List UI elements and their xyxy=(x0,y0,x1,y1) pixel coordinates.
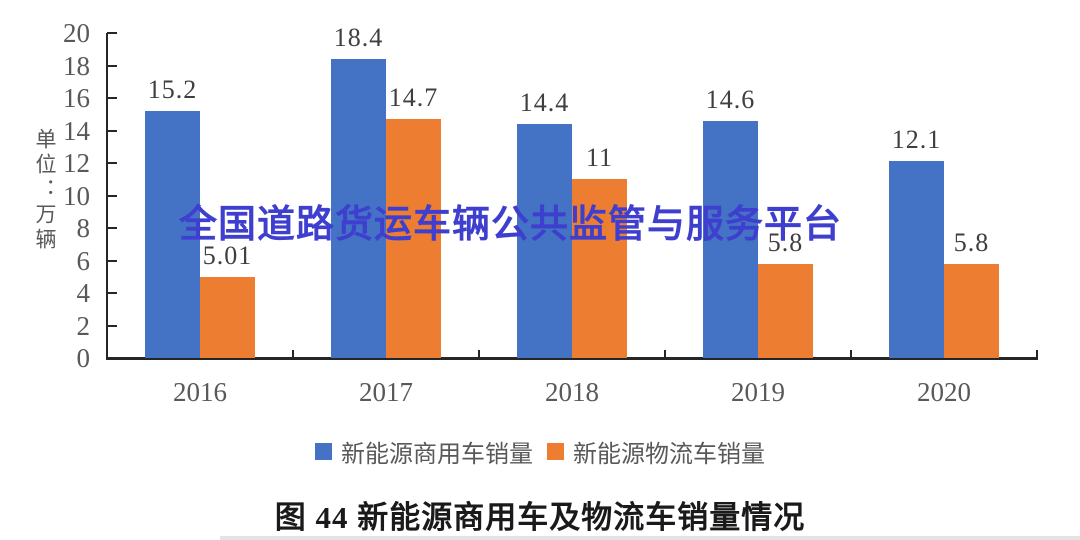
y-tick-label: 6 xyxy=(76,245,91,276)
legend-item: 新能源物流车销量 xyxy=(547,434,765,469)
x-tick-mark xyxy=(664,350,666,358)
x-category-label: 2017 xyxy=(359,377,413,407)
y-tick-label: 20 xyxy=(63,18,90,48)
y-tick-label: 18 xyxy=(63,50,90,81)
y-tick-mark xyxy=(107,162,117,164)
x-tick-mark xyxy=(1036,350,1038,358)
bar-value-label: 15.2 xyxy=(147,75,198,104)
bar-2020-series-1 xyxy=(944,263,999,358)
bar-value-label: 5.8 xyxy=(953,227,990,257)
bar-value-label: 11 xyxy=(585,143,614,173)
bottom-strip xyxy=(220,536,1080,540)
y-tick-mark xyxy=(107,97,117,99)
legend: 新能源商用车销量 新能源物流车销量 xyxy=(0,434,1080,469)
legend-swatch xyxy=(547,443,564,460)
y-tick-mark xyxy=(107,32,117,34)
y-tick-label: 12 xyxy=(63,148,90,178)
bar-2019-series-0 xyxy=(703,120,758,358)
y-tick-mark xyxy=(107,259,117,262)
bar-2020-series-0 xyxy=(889,161,944,358)
y-tick-label: 0 xyxy=(76,343,91,373)
y-tick-mark xyxy=(107,227,117,229)
bar-2017-series-0 xyxy=(331,59,386,358)
x-tick-mark xyxy=(850,350,852,358)
y-tick-mark xyxy=(107,194,117,197)
bar-value-label: 14.6 xyxy=(705,84,756,114)
y-tick-label: 14 xyxy=(63,115,90,146)
legend-item: 新能源商用车销量 xyxy=(315,434,533,469)
legend-swatch xyxy=(315,443,332,460)
bar-2018-series-0 xyxy=(517,124,572,358)
bar-value-label: 14.7 xyxy=(388,83,439,113)
y-tick-mark xyxy=(107,324,117,327)
x-axis-line xyxy=(106,357,1038,360)
watermark-text: 全国道路货运车辆公共监管与服务平台 xyxy=(179,204,843,246)
legend-label: 新能源商用车销量 xyxy=(341,442,533,468)
bar-2016-series-0 xyxy=(145,111,200,358)
bar-2019-series-1 xyxy=(758,263,813,358)
bar-2016-series-1 xyxy=(200,276,255,358)
bar-2017-series-1 xyxy=(386,119,441,358)
x-tick-mark xyxy=(478,350,480,358)
bar-2018-series-1 xyxy=(572,179,627,358)
y-tick-label: 16 xyxy=(63,83,90,113)
y-tick-mark xyxy=(107,129,117,132)
y-tick-label: 8 xyxy=(76,213,91,243)
bar-value-label: 14.4 xyxy=(519,88,570,117)
y-axis-unit-label: 单位：万辆 xyxy=(33,128,57,253)
bar-value-label: 12.1 xyxy=(891,125,942,155)
x-category-label: 2018 xyxy=(545,377,599,407)
y-tick-label: 10 xyxy=(63,180,90,211)
y-tick-mark xyxy=(107,64,117,67)
figure-caption: 图 44 新能源商用车及物流车销量情况 xyxy=(274,500,806,535)
x-tick-mark xyxy=(292,350,294,358)
bar-value-label: 18.4 xyxy=(333,23,384,52)
y-tick-mark xyxy=(107,292,117,294)
x-category-label: 2020 xyxy=(917,377,971,407)
y-tick-label: 4 xyxy=(76,278,91,308)
y-tick-label: 2 xyxy=(76,310,91,341)
bar-value-label: 5.8 xyxy=(767,227,804,257)
legend-label: 新能源物流车销量 xyxy=(573,442,765,468)
bar-value-label: 5.01 xyxy=(202,240,253,270)
x-category-label: 2016 xyxy=(173,377,227,407)
x-category-label: 2019 xyxy=(731,377,785,407)
